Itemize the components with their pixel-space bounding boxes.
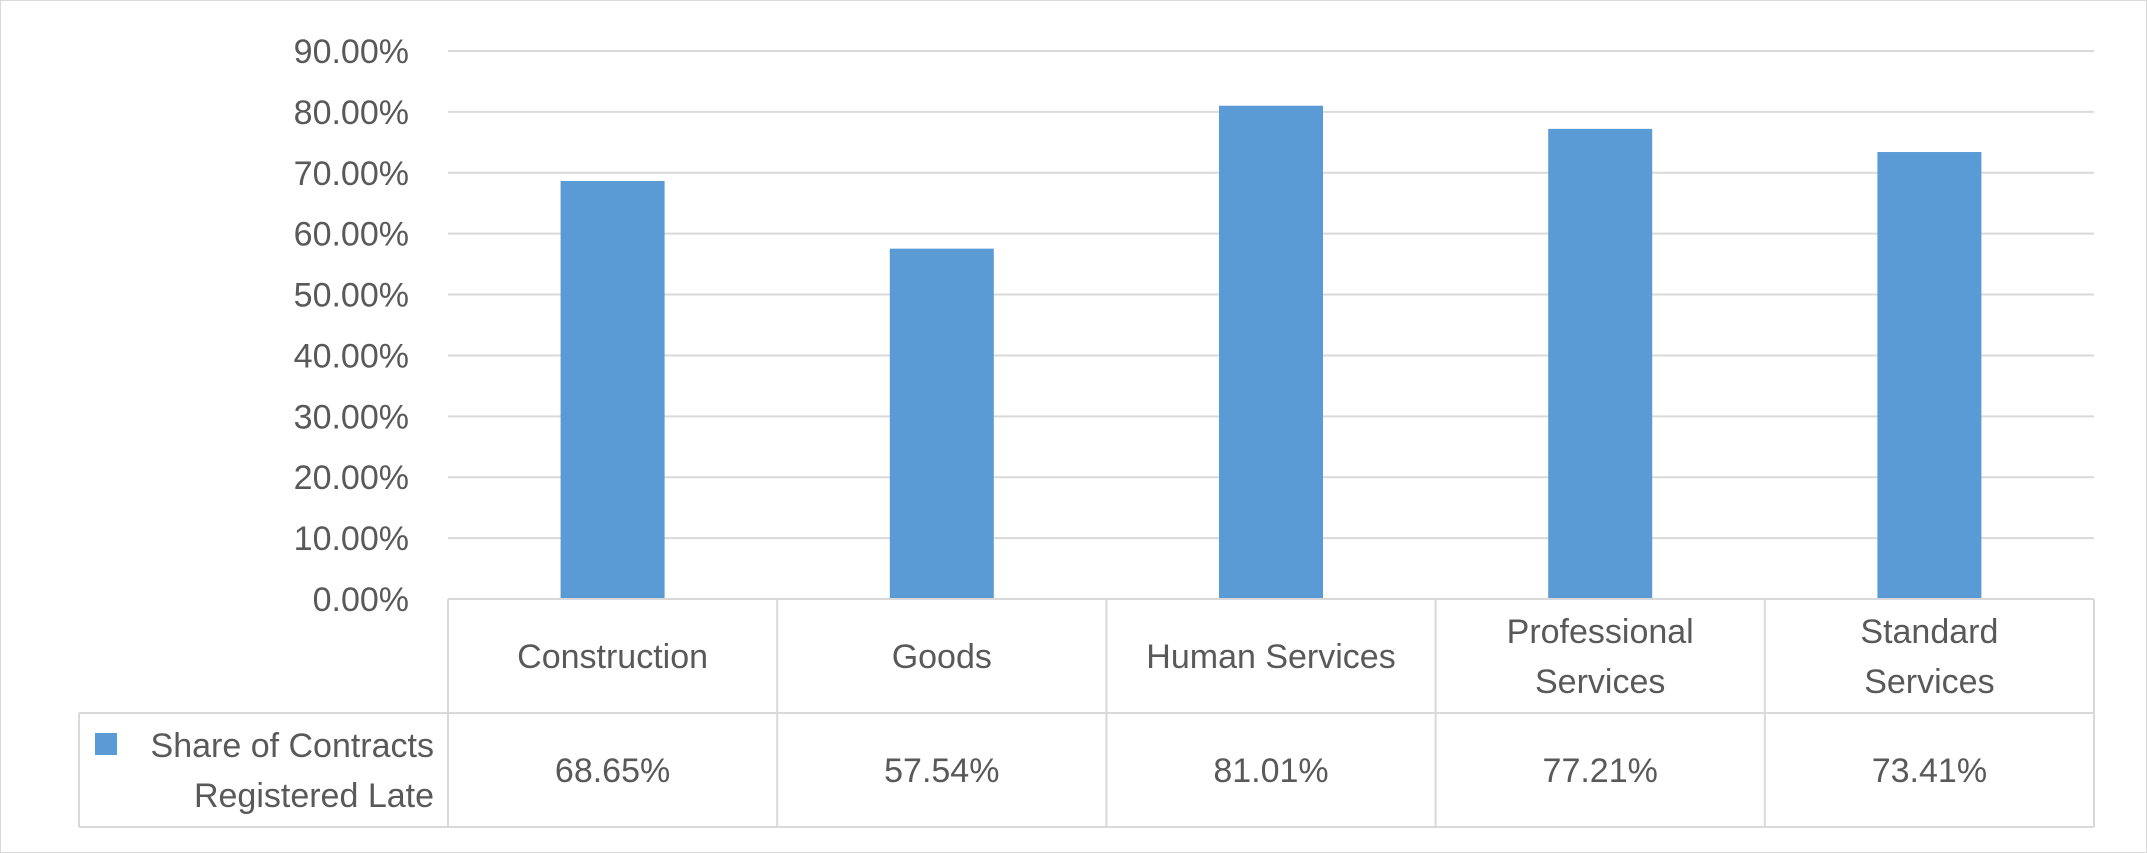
category-label: Human Services	[1146, 638, 1395, 676]
y-tick-label: 60.00%	[294, 216, 409, 254]
bar	[1548, 128, 1653, 599]
y-tick-label: 10.00%	[294, 520, 409, 558]
value-label: 57.54%	[884, 752, 999, 790]
y-tick-label: 0.00%	[313, 581, 409, 619]
value-label: 81.01%	[1213, 752, 1328, 790]
bar	[1219, 105, 1323, 600]
category-label: Standard Services	[1860, 613, 1998, 701]
legend-label: Share of Contracts Registered Late	[151, 727, 434, 815]
y-tick-label: 80.00%	[294, 94, 409, 132]
y-tick-label: 40.00%	[294, 337, 409, 375]
value-label: 68.65%	[555, 752, 670, 790]
legend: Share of Contracts Registered Late	[95, 727, 434, 815]
legend-swatch	[95, 733, 117, 755]
value-labels: 68.65% 57.54% 81.01% 77.21% 73.41%	[555, 752, 1987, 790]
category-label: Professional Services	[1507, 613, 1694, 701]
bar	[889, 248, 994, 600]
y-axis-tick-labels: 0.00% 10.00% 20.00% 30.00% 40.00% 50.00% 60.00…	[294, 33, 409, 619]
value-label: 73.41%	[1872, 752, 1987, 790]
data-table	[78, 598, 2095, 828]
category-label: Goods	[892, 638, 992, 676]
category-labels: Construction Goods Human Services Professio…	[517, 613, 1998, 701]
y-tick-label: 20.00%	[294, 459, 409, 497]
y-tick-label: 30.00%	[294, 398, 409, 436]
bar	[1877, 152, 1982, 600]
y-tick-label: 90.00%	[294, 33, 409, 71]
y-tick-label: 70.00%	[294, 155, 409, 193]
value-label: 77.21%	[1543, 752, 1658, 790]
y-tick-label: 50.00%	[294, 277, 409, 315]
category-label: Construction	[517, 638, 708, 676]
bars	[560, 105, 1982, 600]
bar	[560, 180, 665, 599]
